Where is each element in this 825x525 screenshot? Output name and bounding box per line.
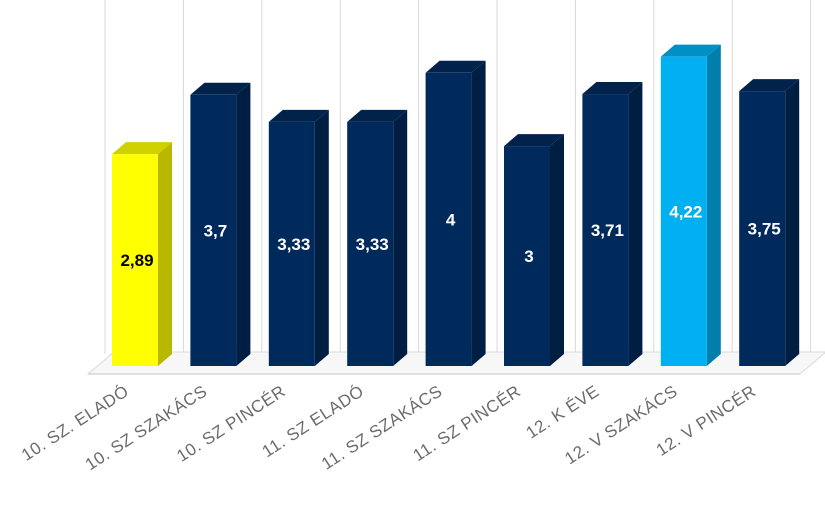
bar-top xyxy=(425,60,486,73)
data-label: 3,7 xyxy=(204,221,228,240)
bar-side xyxy=(706,44,721,366)
bar-top xyxy=(504,134,564,147)
data-label: 2,89 xyxy=(120,251,153,270)
bar-9 xyxy=(739,79,800,366)
bar-top xyxy=(739,79,800,92)
data-label: 3 xyxy=(524,247,533,266)
bar-4 xyxy=(347,109,408,366)
value-labels: 2,89 3,7 3,33 3,33 4 3 3,71 4,22 3,75 xyxy=(120,202,780,270)
bar-front xyxy=(425,72,472,367)
bar-front xyxy=(190,94,237,366)
bar-side xyxy=(314,109,329,366)
bar-6 xyxy=(504,134,564,366)
bar-5 xyxy=(425,60,486,367)
bar-top xyxy=(268,109,329,122)
bar-1 xyxy=(112,142,172,366)
bar-top xyxy=(660,44,721,57)
bar-side xyxy=(785,79,800,366)
data-label: 3,33 xyxy=(356,235,389,254)
bar-front xyxy=(582,94,629,366)
bar-front xyxy=(504,146,550,366)
bar-3 xyxy=(268,109,329,366)
bars xyxy=(112,44,800,367)
bar-side xyxy=(393,109,408,366)
bar-side xyxy=(471,60,486,367)
bar-top xyxy=(112,142,172,155)
gridlines xyxy=(104,0,812,354)
bar-side xyxy=(550,134,564,366)
bar-top xyxy=(347,109,408,122)
data-label: 4 xyxy=(446,210,456,229)
bar-top xyxy=(582,82,643,95)
bar-front xyxy=(739,91,786,366)
bar-2 xyxy=(190,82,251,366)
data-label: 3,33 xyxy=(277,235,310,254)
bar-side xyxy=(158,142,172,366)
bar-front xyxy=(347,121,394,366)
bar-8 xyxy=(660,44,721,366)
data-label: 3,71 xyxy=(591,221,624,240)
bar-front xyxy=(268,121,315,366)
bar-top xyxy=(190,82,251,95)
data-label: 3,75 xyxy=(748,220,781,239)
bar-7 xyxy=(582,82,643,366)
bar-side xyxy=(628,82,643,366)
data-label: 4,22 xyxy=(669,202,702,221)
bar-side xyxy=(236,82,251,366)
bar-front xyxy=(660,56,707,366)
bar-front xyxy=(112,154,158,366)
